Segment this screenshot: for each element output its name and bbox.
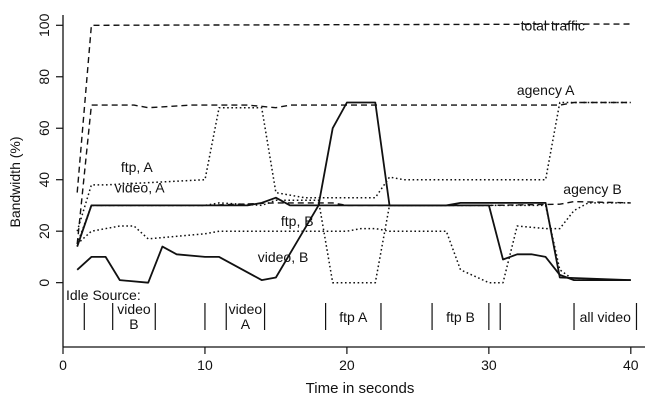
idle-segment: ftp A <box>325 303 382 330</box>
y-tick-label: 100 <box>36 13 52 37</box>
y-tick-label: 0 <box>36 279 52 287</box>
idle-segment-label: video <box>229 301 263 317</box>
series-label: agency B <box>563 181 621 197</box>
series-label: agency A <box>517 82 575 98</box>
y-tick-label: 80 <box>36 69 52 85</box>
x-tick-label: 10 <box>197 357 213 373</box>
series-label: total traffic <box>521 17 585 33</box>
series-line-ftp-a <box>76 101 631 232</box>
series-line-agency-b <box>76 200 631 247</box>
idle-source-title: Idle Source: <box>66 287 141 303</box>
y-tick-label: 60 <box>36 120 52 136</box>
idle-segment-label: B <box>129 316 138 332</box>
idle-segment-label: ftp B <box>446 309 475 325</box>
y-ticks: 0 20 40 60 80 100 <box>36 13 63 287</box>
x-tick-label: 40 <box>623 357 639 373</box>
series-label: video, B <box>258 249 309 265</box>
idle-segment-label: video <box>117 301 151 317</box>
series-labels: total traffic agency A ftp, A video, A agenc… <box>115 17 622 265</box>
series-label: ftp, B <box>281 213 314 229</box>
idle-segment-label: ftp A <box>339 309 368 325</box>
axes <box>62 15 645 348</box>
series-line-agency-a <box>76 101 631 245</box>
x-tick-label: 30 <box>481 357 497 373</box>
idle-segment-label: A <box>241 316 251 332</box>
series-line-total-traffic <box>76 23 631 193</box>
series-label: ftp, A <box>121 159 154 175</box>
series-line-video-b <box>76 101 631 284</box>
idle-segment: ftp B <box>431 303 490 330</box>
y-tick-label: 20 <box>36 223 52 239</box>
idle-segment: all video <box>573 303 638 330</box>
series-line-video-a <box>76 199 631 284</box>
series-layer <box>76 23 631 284</box>
x-axis-label: Time in seconds <box>306 380 415 397</box>
x-tick-label: 20 <box>339 357 355 373</box>
x-tick-label: 0 <box>59 357 67 373</box>
idle-segment-label: all video <box>580 309 632 325</box>
series-label: video, A <box>115 180 165 196</box>
series-line-unlabeled-7 <box>76 196 631 281</box>
y-tick-label: 40 <box>36 172 52 188</box>
x-ticks: 0 10 20 30 40 <box>59 347 639 373</box>
y-axis-label: Bandwidth (%) <box>7 136 23 227</box>
